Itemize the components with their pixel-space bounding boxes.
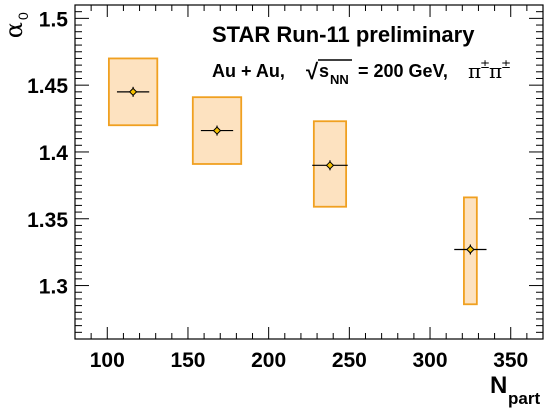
y-tick-label: 1.35 — [27, 209, 68, 232]
x-tick-label: 250 — [332, 349, 367, 372]
x-axis-title: N part — [490, 372, 540, 408]
data-point — [128, 87, 138, 97]
x-axis-title-sub: part — [508, 389, 540, 408]
annotation-line1: STAR Run-11 preliminary — [212, 22, 475, 47]
y-axis-title: α 0 — [0, 12, 31, 38]
y-axis: 1.3 1.35 1.4 1.45 1.5 — [27, 4, 543, 340]
data-point — [325, 161, 335, 170]
y-axis-title-sub: 0 — [15, 12, 31, 20]
x-tick-label: 150 — [170, 349, 205, 372]
data-point — [466, 245, 475, 254]
annotation-system: Au + Au, — [212, 61, 285, 81]
annotation-s-sub: NN — [330, 72, 349, 87]
annotation-line2: Au + Au, √ s NN = 200 GeV, π ± π ± — [212, 57, 511, 87]
x-tick-label: 300 — [413, 349, 448, 372]
x-tick-label: 100 — [90, 349, 125, 372]
data-point — [212, 126, 222, 135]
annotation-species: π — [468, 59, 481, 83]
data-series — [107, 57, 487, 306]
y-axis-title-base: α — [0, 22, 28, 38]
x-axis: 100 150 200 250 300 350 — [74, 5, 544, 372]
annotation-species2-sup: ± — [501, 57, 511, 71]
annotation-s: s — [319, 61, 329, 81]
y-tick-label: 1.45 — [27, 75, 68, 98]
x-tick-label: 200 — [251, 349, 286, 372]
y-tick-label: 1.5 — [39, 8, 69, 31]
sqrt-symbol: √ — [306, 59, 319, 84]
annotation-energy: = 200 GeV, — [358, 61, 448, 81]
x-axis-title-base: N — [490, 372, 507, 399]
y-tick-label: 1.4 — [39, 142, 69, 165]
x-tick-label: 350 — [493, 349, 528, 372]
annotation-species2: π — [489, 59, 502, 83]
annotation-species-sup: ± — [480, 57, 490, 71]
y-tick-label: 1.3 — [39, 276, 68, 299]
